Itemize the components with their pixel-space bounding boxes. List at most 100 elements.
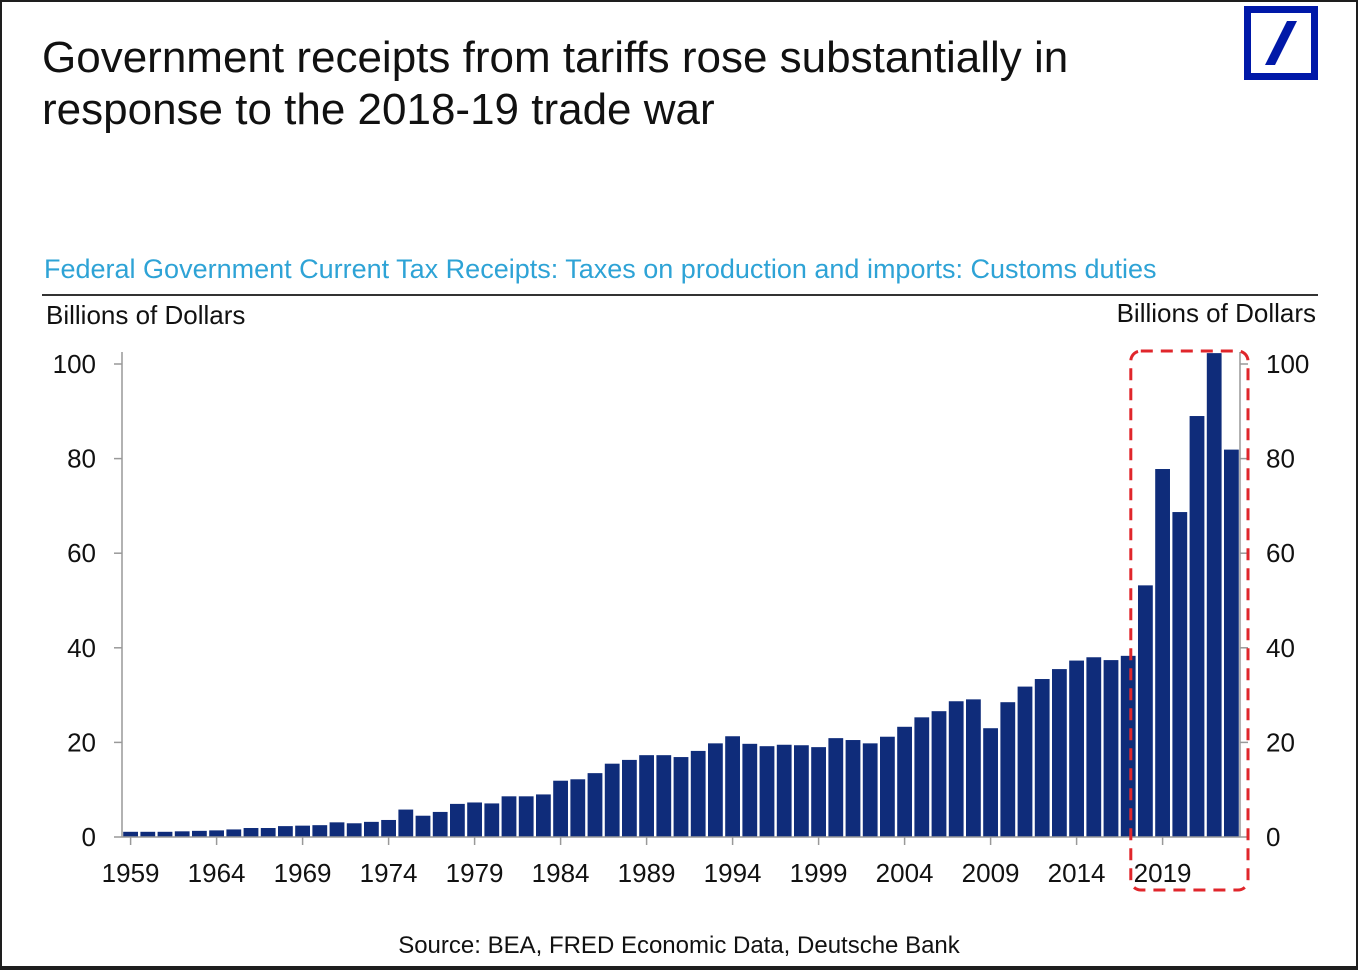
- bar-1967: [260, 828, 276, 837]
- bar-2009: [983, 728, 998, 837]
- bar-1964: [209, 830, 224, 837]
- bar-1968: [278, 826, 293, 837]
- bar-2005: [914, 717, 930, 837]
- x-tick-label: 1974: [360, 858, 418, 888]
- x-tick-label: 1984: [532, 858, 590, 888]
- bar-1970: [312, 825, 328, 837]
- bar-2011: [1017, 686, 1033, 837]
- bar-1992: [690, 750, 706, 837]
- y-tick-label-right: 100: [1266, 349, 1309, 379]
- y-tick-label-right: 80: [1266, 444, 1295, 474]
- bar-2022: [1206, 353, 1222, 837]
- title-rule: [42, 294, 1318, 296]
- left-axis-unit: Billions of Dollars: [46, 300, 246, 330]
- x-tick-label: 2019: [1134, 858, 1192, 888]
- bar-2018: [1138, 585, 1153, 837]
- bar-1983: [536, 794, 551, 837]
- bar-1990: [656, 755, 672, 837]
- bar-2017: [1120, 655, 1136, 837]
- y-tick-label-left: 40: [67, 633, 96, 663]
- bar-1960: [140, 831, 156, 837]
- x-tick-label: 2009: [962, 858, 1020, 888]
- bar-2010: [1000, 702, 1016, 837]
- y-tick-label-left: 60: [67, 538, 96, 568]
- bar-series: [123, 353, 1239, 837]
- bar-2015: [1086, 657, 1102, 837]
- bar-1962: [174, 831, 190, 837]
- bar-1965: [226, 829, 242, 837]
- x-tick-label: 1964: [188, 858, 246, 888]
- bar-2023: [1224, 449, 1239, 837]
- bar-2021: [1189, 416, 1205, 837]
- y-tick-label-left: 80: [67, 444, 96, 474]
- x-tick-label: 1969: [274, 858, 332, 888]
- bar-1975: [398, 809, 414, 837]
- bar-2003: [880, 736, 895, 837]
- bar-2002: [862, 743, 878, 837]
- bar-1959: [123, 831, 138, 837]
- bar-1999: [811, 747, 826, 837]
- x-tick-label: 1999: [790, 858, 848, 888]
- deutsche-bank-logo-icon: [1244, 6, 1318, 80]
- bar-1998: [794, 745, 809, 837]
- x-tick-label: 1979: [446, 858, 504, 888]
- y-tick-label-right: 0: [1266, 822, 1280, 852]
- bar-1986: [587, 773, 603, 837]
- y-tick-label-left: 100: [53, 349, 96, 379]
- x-tick-label: 1994: [704, 858, 762, 888]
- bar-1985: [570, 779, 586, 837]
- bar-1991: [673, 757, 689, 837]
- bar-2008: [966, 699, 981, 837]
- bar-1989: [639, 755, 654, 837]
- x-tick-label: 1989: [618, 858, 676, 888]
- y-axis-right: 0 20 40 60 80 100: [1240, 349, 1309, 852]
- x-tick-label: 2004: [876, 858, 934, 888]
- y-tick-label-right: 60: [1266, 538, 1295, 568]
- bar-1981: [501, 796, 517, 837]
- bar-1973: [364, 821, 379, 837]
- bar-2007: [948, 701, 964, 837]
- slide-title: Government receipts from tariffs rose su…: [42, 33, 1069, 134]
- bar-1961: [157, 831, 173, 837]
- bar-2001: [845, 740, 861, 837]
- bar-1979: [467, 802, 482, 837]
- chart-subtitle: Federal Government Current Tax Receipts:…: [44, 254, 1157, 284]
- bar-1963: [192, 830, 207, 837]
- bar-1977: [432, 811, 448, 837]
- bar-1993: [708, 743, 723, 837]
- bar-1974: [381, 819, 396, 837]
- y-tick-label-left: 0: [82, 822, 96, 852]
- bar-1988: [622, 759, 637, 837]
- bar-1984: [553, 780, 568, 837]
- bar-1972: [346, 823, 362, 837]
- x-tick-label: 2014: [1048, 858, 1106, 888]
- axes: [121, 352, 1241, 838]
- bar-1997: [776, 744, 792, 837]
- bar-2016: [1103, 660, 1119, 837]
- bar-1978: [450, 803, 465, 837]
- bar-1994: [725, 736, 740, 837]
- bar-2020: [1172, 512, 1188, 837]
- bar-2019: [1155, 469, 1170, 837]
- trade-war-highlight-box: [1129, 349, 1250, 892]
- bar-2000: [828, 738, 844, 837]
- x-tick-label: 1959: [102, 858, 160, 888]
- bar-1995: [742, 743, 758, 837]
- bar-2012: [1034, 679, 1050, 837]
- bar-1987: [604, 763, 620, 837]
- bar-1966: [243, 828, 259, 837]
- bar-1980: [484, 803, 500, 837]
- y-axis-left: 0 20 40 60 80 100: [53, 349, 122, 852]
- y-tick-label-right: 40: [1266, 633, 1295, 663]
- bar-2014: [1069, 660, 1084, 837]
- bar-2006: [931, 711, 947, 837]
- bar-1969: [295, 825, 310, 837]
- source-note: Source: BEA, FRED Economic Data, Deutsch…: [398, 932, 960, 959]
- bar-1996: [759, 746, 775, 837]
- bar-2004: [897, 726, 912, 837]
- right-axis-unit: Billions of Dollars: [1116, 298, 1316, 328]
- y-tick-label-left: 20: [67, 727, 96, 757]
- x-axis: 1959 1964 1969 1974 1979 1984 1989 1994 1999 2004…: [102, 837, 1192, 888]
- bar-1971: [329, 822, 345, 837]
